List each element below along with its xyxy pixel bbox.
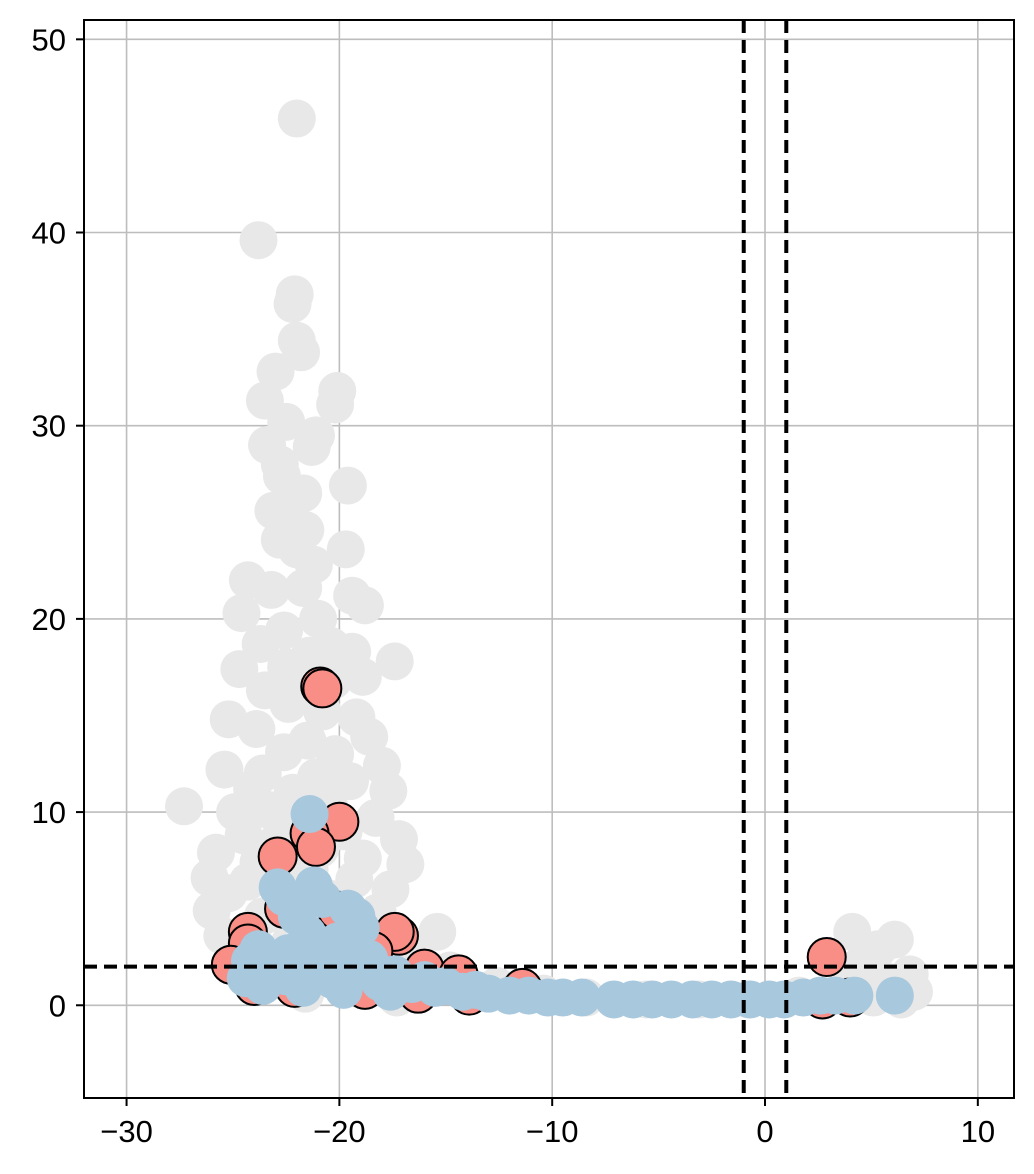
scatter-point <box>252 570 291 609</box>
scatter-point <box>326 530 365 569</box>
scatter-point <box>543 978 582 1017</box>
scatter-point <box>256 352 295 391</box>
scatter-point <box>284 968 323 1007</box>
scatter-point <box>418 912 457 951</box>
y-tick-label: 0 <box>49 988 66 1023</box>
scatter-point <box>269 684 308 723</box>
scatter-point <box>835 976 874 1015</box>
threshold-lines <box>84 20 1014 1098</box>
scatter-point <box>292 427 331 466</box>
scatter-point <box>205 750 244 789</box>
y-tick-label: 30 <box>32 409 66 444</box>
scatter-point <box>241 625 280 664</box>
scatter-point <box>806 936 847 977</box>
scatter-point <box>250 791 289 830</box>
scatter-point <box>243 966 282 1005</box>
x-tick-label: −10 <box>526 1114 579 1149</box>
x-tick-label: −20 <box>313 1114 366 1149</box>
y-tick-label: 10 <box>32 795 66 830</box>
x-tick-label: −30 <box>100 1114 153 1149</box>
x-tick-label: 0 <box>756 1114 773 1149</box>
scatter-point <box>295 826 336 867</box>
scatter-point <box>324 970 363 1009</box>
scatter-point <box>222 594 261 633</box>
scatter-point <box>284 568 323 607</box>
scatter-point <box>239 221 278 260</box>
x-tick-label: 10 <box>961 1114 995 1149</box>
scatter-point <box>456 970 495 1009</box>
scatter-point <box>302 668 343 709</box>
y-tick-label: 40 <box>32 216 66 251</box>
scatter-point <box>165 787 204 826</box>
scatter-point <box>405 961 444 1000</box>
scatter-point <box>220 650 259 689</box>
scatter-point <box>328 466 367 505</box>
scatter-point <box>273 284 312 323</box>
axes: −30 −20 −10 0 10 0 10 20 30 40 50 <box>32 22 996 1149</box>
scatter-point <box>350 717 389 756</box>
scatter-point <box>343 657 382 696</box>
scatter-point <box>375 642 414 681</box>
scatter-point <box>345 586 384 625</box>
scatter-point <box>290 795 329 834</box>
scatter-point <box>277 99 316 138</box>
y-tick-label: 20 <box>32 602 66 637</box>
scatter-point <box>875 976 914 1015</box>
scatter-point <box>284 474 323 513</box>
scatter-point <box>237 710 276 749</box>
scatter-point <box>371 972 410 1011</box>
y-tick-label: 50 <box>32 22 66 57</box>
scatter-point <box>316 385 355 424</box>
plot-frame <box>83 19 1015 1099</box>
